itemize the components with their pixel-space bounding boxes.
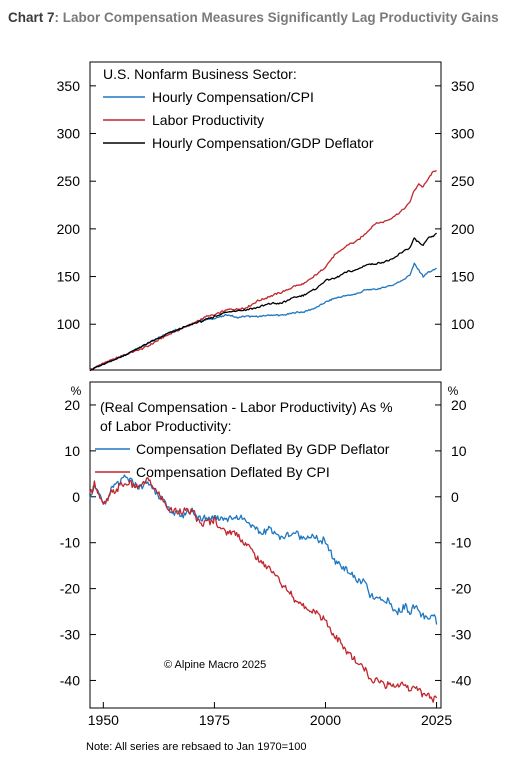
bottom-ytick-label-left: 10 <box>64 443 80 459</box>
top-legend-label-1: Hourly Compensation/CPI <box>152 89 314 105</box>
bottom-ytick-label-right: -10 <box>451 535 471 551</box>
bottom-ytick-label-right: 10 <box>451 443 467 459</box>
bottom-copyright-annotation: © Alpine Macro 2025 <box>164 659 266 671</box>
chart-title-text: : Labor Compensation Measures Significan… <box>54 10 499 25</box>
top-legend-label-2: Labor Productivity <box>152 112 264 128</box>
top-ytick-label-left: 350 <box>57 78 81 94</box>
bottom-ytick-label-right: -20 <box>451 581 471 597</box>
bottom-panel-title-line-2: of Labor Productivity: <box>100 418 232 434</box>
bottom-ytick-label-left: 0 <box>72 489 80 505</box>
bottom-legend-label-1: Compensation Deflated By GDP Deflator <box>136 441 390 457</box>
top-ytick-label-left: 300 <box>57 126 81 142</box>
top-series-line-2 <box>89 169 437 371</box>
bottom-xtick-label: 2000 <box>310 712 341 728</box>
top-series-line-1 <box>89 262 437 371</box>
bottom-ytick-label-right: 20 <box>451 397 467 413</box>
top-panel: 100 100 150 150 200 200 250 250 300 300 350 350 U.S.… <box>57 61 475 372</box>
bottom-series-line-1 <box>89 474 438 625</box>
bottom-ytick-label-right: -30 <box>451 627 471 643</box>
bottom-ytick-label-right: 0 <box>451 489 459 505</box>
top-ytick-label-left: 100 <box>57 316 81 332</box>
top-plot-frame <box>89 61 442 371</box>
top-ytick-label-left: 150 <box>57 269 81 285</box>
bottom-xtick-label: 1975 <box>199 712 230 728</box>
top-ytick-label-right: 200 <box>451 221 475 237</box>
bottom-unit-label-left: % <box>71 384 82 398</box>
chart-title: Chart 7: Labor Compensation Measures Sig… <box>8 10 499 25</box>
bottom-unit-label-right: % <box>448 384 459 398</box>
bottom-ytick-label-left: 20 <box>64 397 80 413</box>
chart-title-prefix: Chart 7 <box>8 10 55 25</box>
top-ytick-label-right: 250 <box>451 173 475 189</box>
top-panel-title: U.S. Nonfarm Business Sector: <box>103 66 297 82</box>
footnote: Note: All series are rebsaed to Jan 1970… <box>86 741 307 753</box>
bottom-panel-title-line-1: (Real Compensation - Labor Productivity)… <box>100 399 393 415</box>
bottom-ytick-label-left: -20 <box>60 581 80 597</box>
top-ytick-label-right: 350 <box>451 78 475 94</box>
bottom-ytick-label-left: -40 <box>60 672 80 688</box>
top-series-line-3 <box>89 232 437 372</box>
top-legend-label-3: Hourly Compensation/GDP Deflator <box>152 135 374 151</box>
top-ytick-label-left: 250 <box>57 173 81 189</box>
top-ytick-label-right: 100 <box>451 316 475 332</box>
bottom-ytick-label-left: -10 <box>60 535 80 551</box>
bottom-ytick-label-left: -30 <box>60 627 80 643</box>
bottom-legend-label-2: Compensation Deflated By CPI <box>136 464 330 480</box>
bottom-plot-frame <box>89 381 442 709</box>
top-ytick-label-right: 150 <box>451 269 475 285</box>
bottom-xtick-label: 1950 <box>88 712 119 728</box>
bottom-panel: -40 -40 -30 -30 -20 -20 -10 -10 0 0 10 10 20 20 1950 19… <box>60 381 471 728</box>
top-ytick-label-left: 200 <box>57 221 81 237</box>
bottom-xtick-label: 2025 <box>421 712 452 728</box>
bottom-ytick-label-right: -40 <box>451 672 471 688</box>
bottom-series-line-2 <box>89 477 438 703</box>
top-ytick-label-right: 300 <box>451 126 475 142</box>
